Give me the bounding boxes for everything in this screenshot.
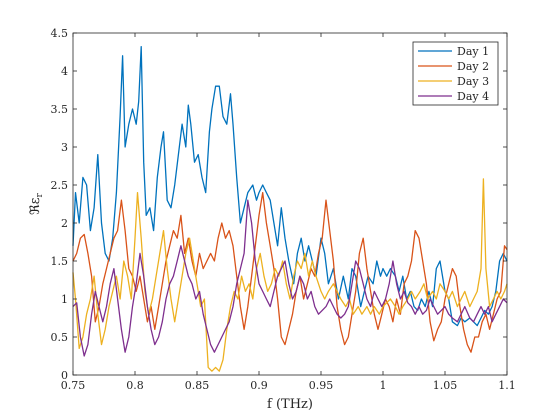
x-tick-label: 0.75 <box>61 379 86 392</box>
y-tick-label: 0.5 <box>51 331 69 344</box>
x-tick-label: 1.1 <box>498 379 516 392</box>
y-tick-label: 4 <box>61 65 68 78</box>
legend: Day 1 Day 2 Day 3 Day 4 <box>412 41 499 106</box>
legend-label-day-4: Day 4 <box>457 90 489 103</box>
y-tick-label: 1.5 <box>51 255 69 268</box>
series-line-day-2 <box>72 191 508 353</box>
y-axis-label-subscript: r <box>35 192 45 197</box>
y-tick-label: 0 <box>61 369 68 382</box>
legend-box <box>412 41 499 106</box>
y-axis-label-main: ℜε <box>28 197 43 215</box>
x-tick-label: 1 <box>380 379 387 392</box>
x-tick-label: 0.8 <box>126 379 144 392</box>
y-tick-label: 1 <box>61 293 68 306</box>
series-line-day-3 <box>72 178 508 372</box>
x-tick-label: 0.95 <box>309 379 334 392</box>
y-tick-label: 3 <box>61 141 68 154</box>
svg-text:ℜεr: ℜεr <box>28 192 45 214</box>
legend-label-day-1: Day 1 <box>457 45 489 58</box>
series-layer <box>72 46 508 372</box>
y-tick-label: 2 <box>61 217 68 230</box>
series-line-day-4 <box>72 199 508 357</box>
x-tick-label: 1.05 <box>433 379 458 392</box>
x-axis-label: f (THz) <box>267 397 313 412</box>
y-axis-label: ℜεr <box>28 192 45 214</box>
axes-box <box>72 32 508 376</box>
legend-label-day-2: Day 2 <box>457 60 489 73</box>
x-tick-label: 0.9 <box>250 379 268 392</box>
y-tick-label: 2.5 <box>51 179 69 192</box>
x-axis: 0.75 0.8 0.85 0.9 0.95 1 1.05 1.1 <box>61 33 516 392</box>
y-axis: 0 0.5 1 1.5 2 2.5 3 3.5 4 4.5 <box>51 27 507 382</box>
legend-label-day-3: Day 3 <box>457 75 489 88</box>
y-tick-label: 3.5 <box>51 103 69 116</box>
x-tick-label: 0.85 <box>185 379 210 392</box>
y-tick-label: 4.5 <box>51 27 69 40</box>
